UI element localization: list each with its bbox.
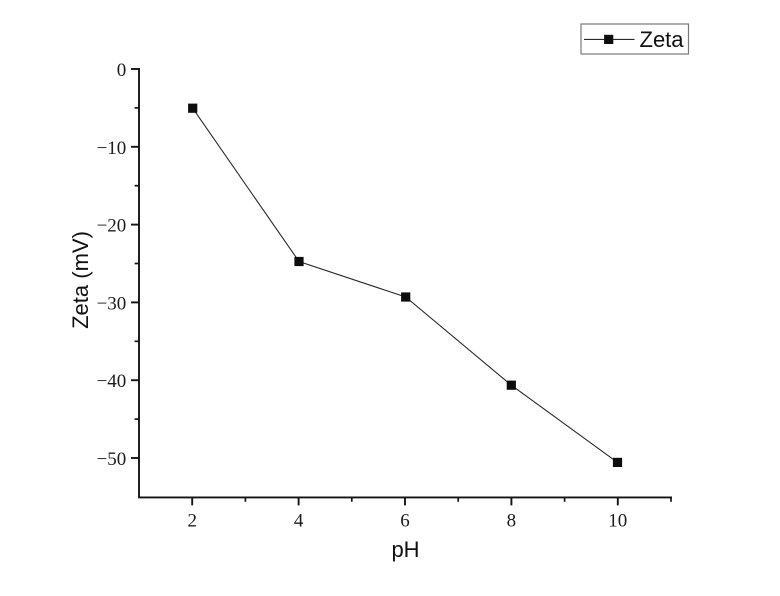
svg-text:4: 4 bbox=[294, 511, 304, 532]
svg-text:2: 2 bbox=[187, 511, 197, 532]
svg-text:Zeta (mV): Zeta (mV) bbox=[68, 231, 93, 329]
svg-text:8: 8 bbox=[507, 511, 517, 532]
svg-text:−20: −20 bbox=[97, 216, 127, 237]
svg-text:pH: pH bbox=[391, 537, 419, 562]
svg-text:Zeta: Zeta bbox=[640, 27, 685, 52]
svg-text:−30: −30 bbox=[97, 293, 127, 314]
svg-text:−40: −40 bbox=[97, 371, 127, 392]
svg-text:6: 6 bbox=[400, 511, 410, 532]
svg-text:0: 0 bbox=[117, 60, 127, 81]
svg-text:−50: −50 bbox=[97, 449, 127, 470]
svg-text:−10: −10 bbox=[97, 138, 127, 159]
svg-text:10: 10 bbox=[608, 511, 627, 532]
